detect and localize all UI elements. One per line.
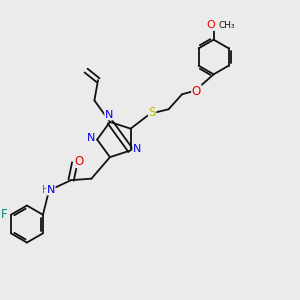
Text: N: N [86,133,95,143]
Text: N: N [46,185,55,195]
Text: O: O [206,20,215,30]
Text: F: F [1,208,8,221]
Text: O: O [192,85,201,98]
Text: CH₃: CH₃ [218,21,235,30]
Text: N: N [133,144,141,154]
Text: O: O [75,154,84,167]
Text: N: N [105,110,113,120]
Text: S: S [148,106,156,119]
Text: H: H [42,185,49,195]
